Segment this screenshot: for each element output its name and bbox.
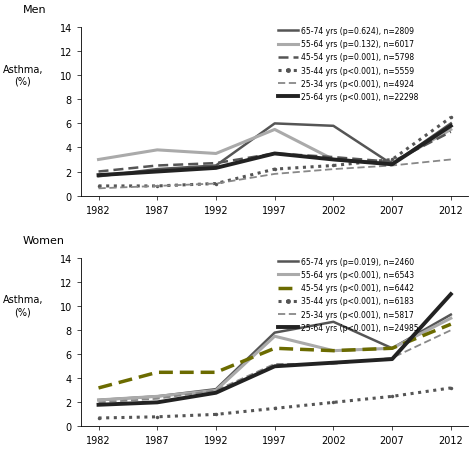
Y-axis label: Asthma,
(%): Asthma, (%) [2,295,43,316]
Text: Men: Men [23,5,46,15]
Text: Women: Women [23,235,65,245]
Legend: 65-74 yrs (p=0.019), n=2460, 55-64 yrs (p<0.001), n=6543, 45-54 yrs (p<0.001), n: 65-74 yrs (p=0.019), n=2460, 55-64 yrs (… [279,257,419,332]
Legend: 65-74 yrs (p=0.624), n=2809, 55-64 yrs (p=0.132), n=6017, 45-54 yrs (p=0.001), n: 65-74 yrs (p=0.624), n=2809, 55-64 yrs (… [279,27,419,102]
Y-axis label: Asthma,
(%): Asthma, (%) [2,64,43,86]
